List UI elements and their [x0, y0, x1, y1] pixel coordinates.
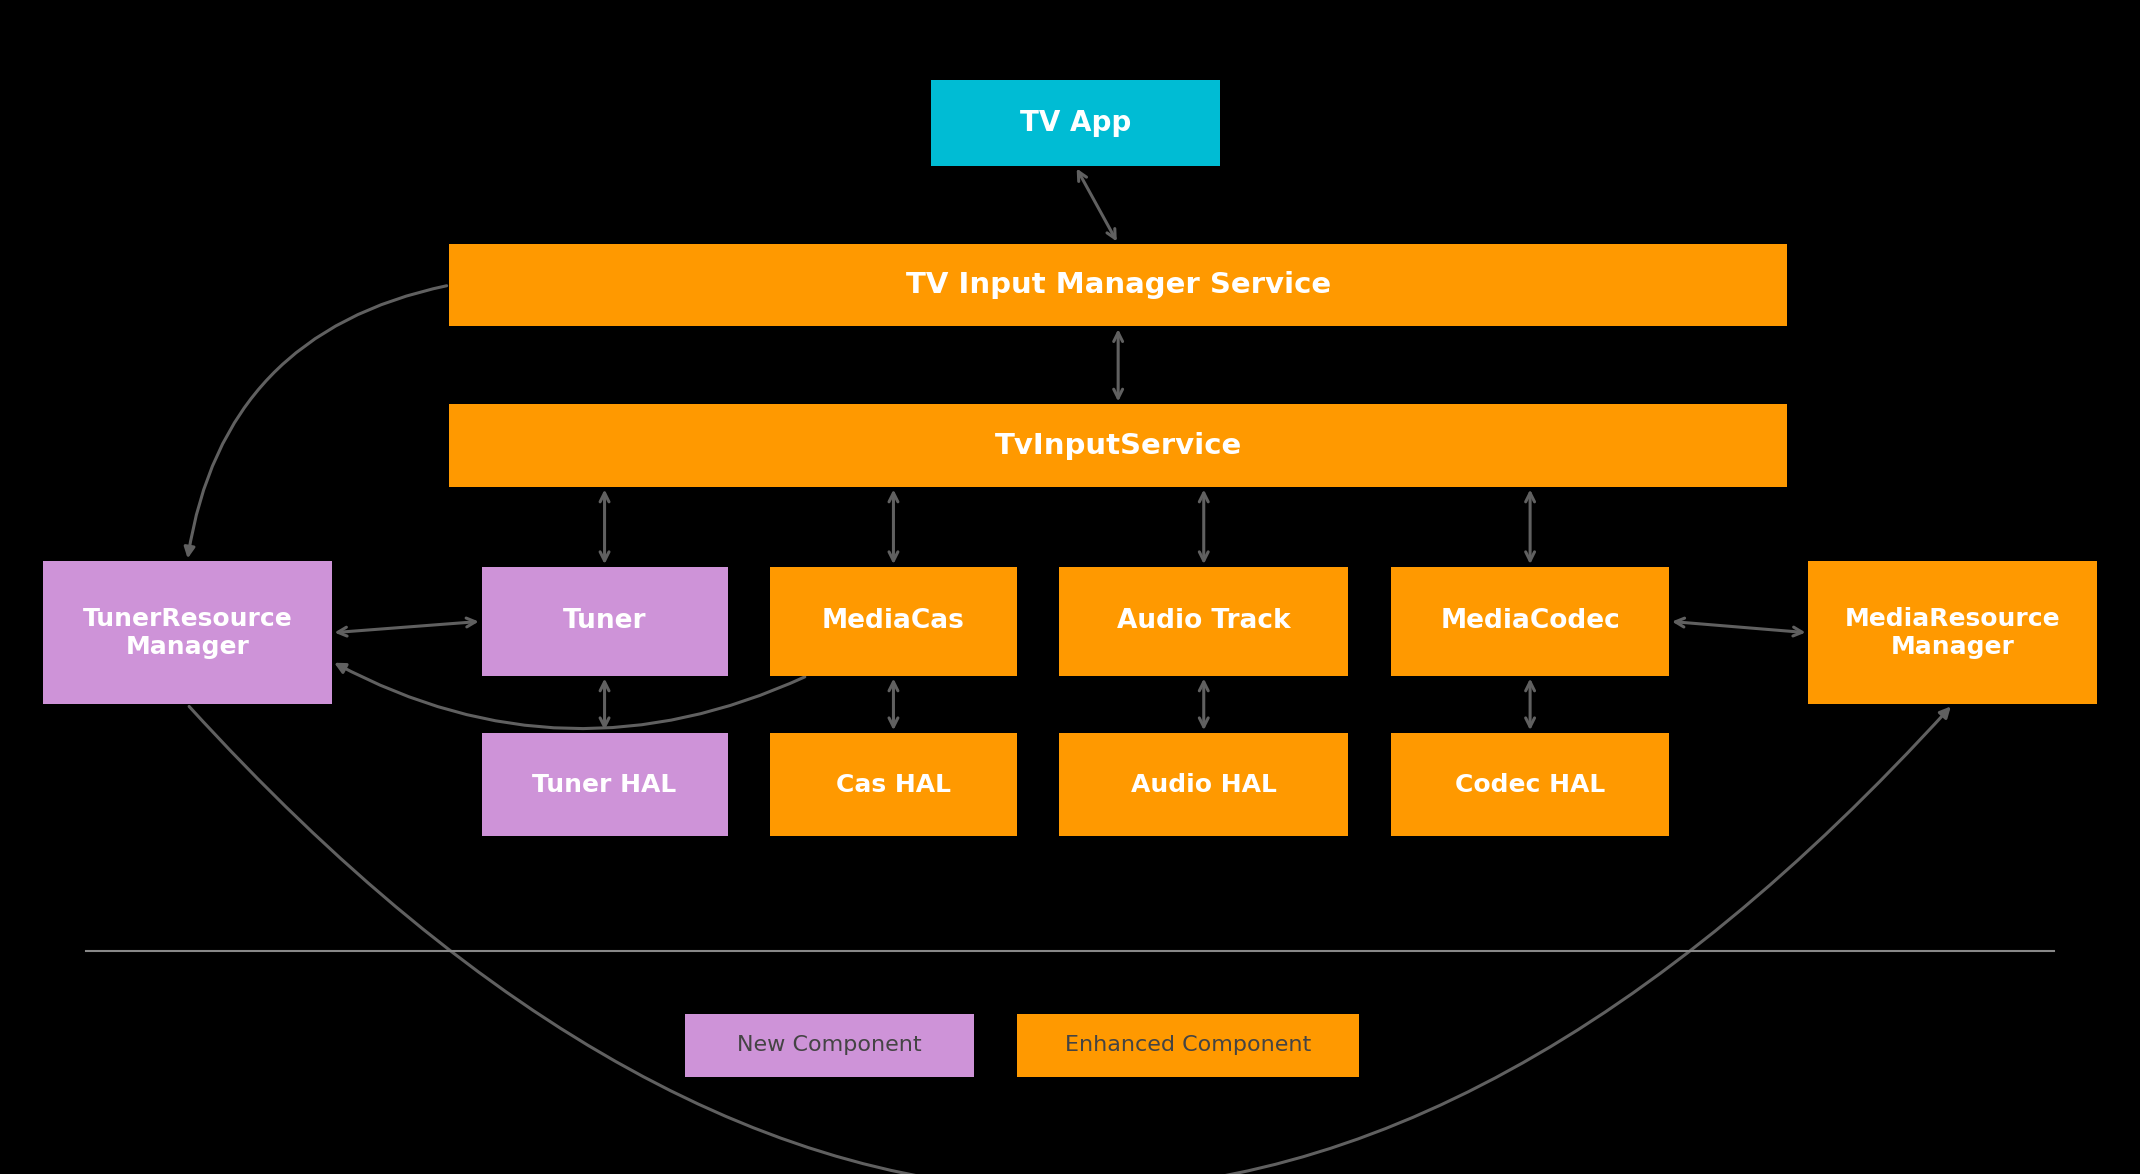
Text: Enhanced Component: Enhanced Component [1064, 1035, 1312, 1055]
Text: TvInputService: TvInputService [995, 432, 1241, 459]
FancyBboxPatch shape [482, 733, 728, 836]
FancyBboxPatch shape [1391, 567, 1669, 676]
Text: MediaResource
Manager: MediaResource Manager [1845, 607, 2061, 659]
Text: Audio Track: Audio Track [1117, 608, 1290, 634]
Text: Tuner HAL: Tuner HAL [533, 772, 676, 796]
FancyBboxPatch shape [931, 80, 1220, 166]
FancyBboxPatch shape [685, 1013, 974, 1077]
Text: Codec HAL: Codec HAL [1455, 772, 1605, 796]
Text: TV Input Manager Service: TV Input Manager Service [905, 271, 1331, 299]
Text: Audio HAL: Audio HAL [1130, 772, 1278, 796]
Text: TunerResource
Manager: TunerResource Manager [81, 607, 293, 659]
FancyBboxPatch shape [43, 561, 332, 704]
Text: Tuner: Tuner [563, 608, 646, 634]
FancyBboxPatch shape [1391, 733, 1669, 836]
FancyBboxPatch shape [1059, 733, 1348, 836]
Text: MediaCodec: MediaCodec [1440, 608, 1620, 634]
Text: TV App: TV App [1021, 109, 1130, 137]
FancyBboxPatch shape [770, 567, 1016, 676]
FancyBboxPatch shape [449, 404, 1787, 487]
FancyBboxPatch shape [1016, 1013, 1359, 1077]
Text: MediaCas: MediaCas [822, 608, 965, 634]
FancyBboxPatch shape [482, 567, 728, 676]
FancyBboxPatch shape [770, 733, 1016, 836]
FancyBboxPatch shape [1059, 567, 1348, 676]
Text: New Component: New Component [736, 1035, 922, 1055]
FancyBboxPatch shape [1808, 561, 2097, 704]
Text: Cas HAL: Cas HAL [837, 772, 950, 796]
FancyBboxPatch shape [449, 244, 1787, 326]
